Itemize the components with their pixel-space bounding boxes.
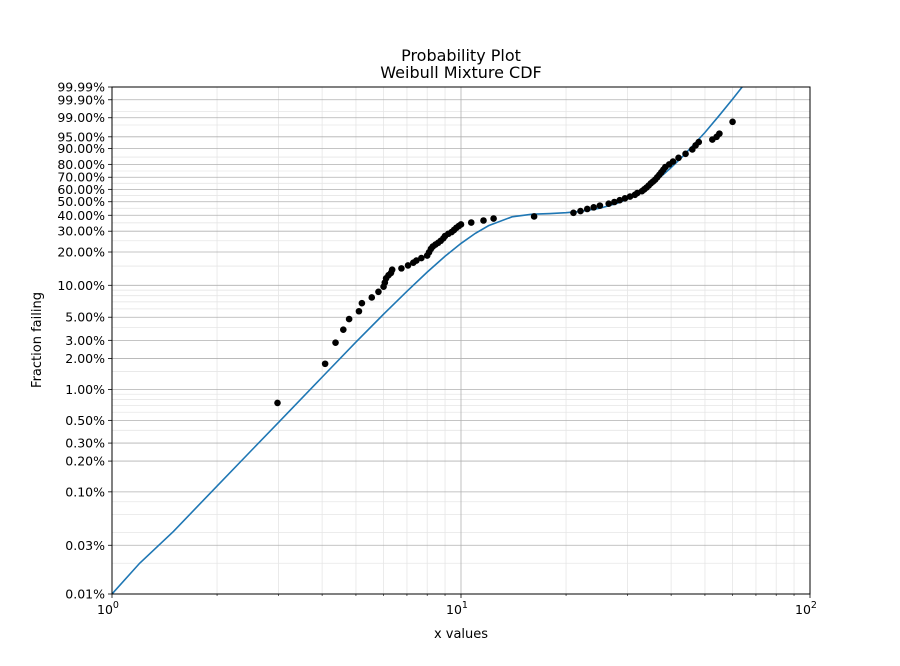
y-axis-ticks: 0.01% 0.03% 0.10% 0.20% 0.30% 0.50% 1.00% 2.00%… bbox=[57, 80, 112, 602]
data-point bbox=[596, 202, 604, 209]
x-axis-label: x values bbox=[434, 627, 488, 642]
data-point bbox=[404, 262, 412, 269]
y-tick-label: 2.00% bbox=[65, 351, 105, 366]
data-point bbox=[457, 221, 465, 228]
data-point bbox=[490, 215, 497, 222]
y-tick-label: 0.30% bbox=[65, 436, 105, 451]
y-tick-label: 90.00% bbox=[57, 141, 105, 156]
data-point bbox=[418, 254, 425, 262]
data-point bbox=[358, 299, 366, 307]
chart-title: Probability Plot bbox=[401, 46, 521, 65]
data-point bbox=[413, 257, 420, 264]
y-tick-label: 99.99% bbox=[57, 80, 105, 95]
data-point bbox=[340, 326, 347, 333]
data-point bbox=[368, 294, 376, 301]
y-tick-label: 3.00% bbox=[65, 333, 105, 348]
data-point bbox=[570, 209, 577, 217]
data-point bbox=[675, 154, 682, 162]
y-tick-label: 0.01% bbox=[65, 587, 105, 602]
y-tick-label: 0.03% bbox=[65, 538, 105, 553]
y-tick-label: 0.50% bbox=[65, 413, 105, 428]
x-tick-label: 102 bbox=[795, 600, 817, 617]
data-point bbox=[375, 288, 382, 296]
y-tick-label: 5.00% bbox=[65, 310, 105, 325]
x-tick-label: 101 bbox=[446, 600, 468, 617]
data-point bbox=[321, 360, 329, 368]
data-point bbox=[530, 213, 538, 220]
data-point bbox=[583, 205, 591, 213]
data-point bbox=[355, 307, 363, 315]
y-tick-label: 0.10% bbox=[65, 484, 105, 499]
y-tick-label: 99.90% bbox=[57, 92, 105, 107]
y-tick-label: 50.00% bbox=[57, 194, 105, 209]
data-point bbox=[611, 198, 618, 206]
chart-subtitle: Weibull Mixture CDF bbox=[380, 63, 541, 82]
data-point bbox=[669, 158, 677, 165]
y-tick-label: 70.00% bbox=[57, 170, 105, 185]
data-point bbox=[729, 118, 736, 126]
data-point bbox=[398, 265, 405, 272]
y-tick-label: 60.00% bbox=[57, 182, 105, 197]
data-point bbox=[590, 204, 597, 211]
y-axis-label: Fraction failing bbox=[30, 292, 45, 388]
y-tick-label: 95.00% bbox=[57, 129, 105, 144]
data-point bbox=[388, 266, 396, 274]
data-point bbox=[716, 130, 723, 137]
failure-data-points bbox=[274, 118, 736, 407]
x-tick-label: 100 bbox=[97, 600, 119, 617]
y-tick-label: 20.00% bbox=[57, 245, 105, 260]
y-tick-label: 1.00% bbox=[65, 382, 105, 397]
data-point bbox=[332, 339, 339, 346]
data-point bbox=[621, 195, 629, 202]
data-point bbox=[682, 150, 689, 158]
y-tick-label: 30.00% bbox=[57, 224, 105, 239]
data-point bbox=[605, 200, 613, 207]
y-tick-label: 0.20% bbox=[65, 454, 105, 469]
y-tick-label: 99.00% bbox=[57, 110, 105, 125]
data-point bbox=[274, 399, 281, 407]
data-point bbox=[345, 315, 353, 323]
data-point bbox=[616, 196, 624, 204]
data-point bbox=[467, 219, 475, 226]
y-tick-label: 40.00% bbox=[57, 208, 105, 223]
x-axis-ticks: 100 101 102 bbox=[97, 594, 817, 617]
y-tick-label: 80.00% bbox=[57, 157, 105, 172]
weibull-mixture-fit-line bbox=[112, 87, 744, 594]
data-point bbox=[695, 138, 703, 146]
data-point bbox=[480, 217, 487, 224]
data-point bbox=[577, 207, 584, 215]
y-tick-label: 10.00% bbox=[57, 278, 105, 293]
